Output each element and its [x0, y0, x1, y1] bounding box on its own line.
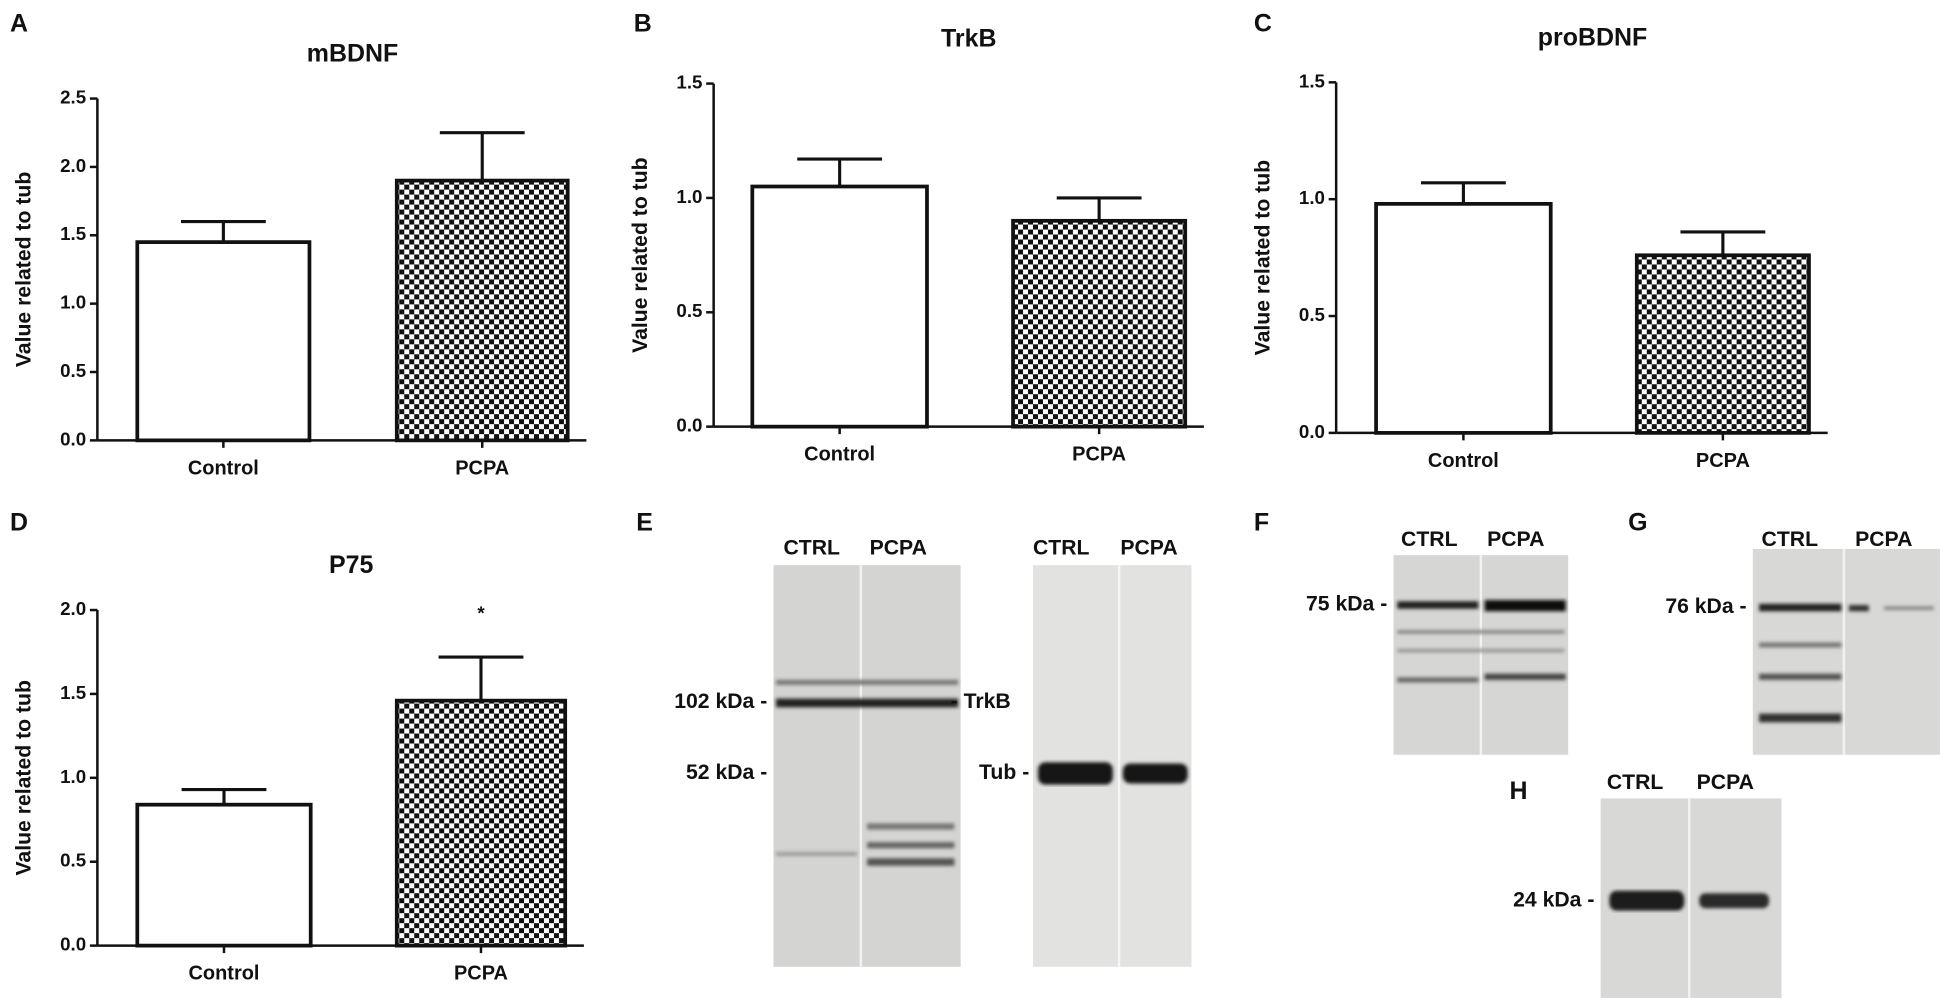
y-tick-label: 0.0 [60, 934, 86, 955]
x-tick-label: Control [188, 457, 259, 479]
marker-label: 75 kDa - [1306, 593, 1387, 616]
lane-label: CTRL [784, 536, 841, 559]
lane-label: CTRL [1401, 528, 1458, 551]
y-tick-label: 0.5 [60, 360, 86, 381]
lane-label: PCPA [1697, 771, 1754, 794]
y-tick-label: 0.0 [676, 415, 702, 436]
y-tick-label: 0.0 [1299, 421, 1325, 442]
bands [1609, 890, 1770, 911]
y-tick-label: 1.0 [60, 292, 86, 313]
panel-letter: F [1254, 509, 1269, 537]
lane-label: PCPA [1487, 528, 1544, 551]
marker-label: 52 kDa - [686, 761, 767, 784]
lane-label: CTRL [1607, 771, 1664, 794]
marker-label: Tub - [979, 761, 1029, 784]
x-tick-label: Control [189, 963, 260, 985]
y-tick-label: 1.0 [1299, 187, 1325, 208]
y-tick-label: 1.5 [676, 72, 702, 93]
y-tick-label: 1.5 [60, 223, 86, 244]
chart-title: proBDNF [1538, 23, 1647, 51]
lane-label: CTRL [1033, 536, 1090, 559]
y-tick-label: 0.5 [1299, 304, 1325, 325]
bar [750, 184, 929, 429]
bar [135, 240, 312, 443]
western-blots: E CTRL PCPA CTRL PCPA 102 kDa - 52 kDa -… [636, 509, 1940, 999]
bands [1397, 600, 1566, 683]
chart-title: mBDNF [307, 39, 398, 67]
lane-label: PCPA [870, 536, 927, 559]
y-tick-label: 1.5 [1299, 70, 1325, 91]
marker-label: 76 kDa - [1665, 595, 1746, 618]
lane-label: CTRL [1762, 528, 1819, 551]
marker-label: 24 kDa - [1513, 888, 1594, 911]
x-tick-label: Control [1428, 450, 1499, 472]
marker-label: - TrkB [951, 690, 1011, 713]
x-tick-label: PCPA [1696, 450, 1750, 472]
y-axis-label: Value related to tub [1251, 160, 1274, 355]
y-tick-label: 0.5 [676, 300, 702, 321]
bands [776, 679, 959, 866]
x-tick-label: PCPA [1072, 444, 1126, 466]
panel-letter: G [1628, 509, 1647, 537]
x-tick-label: PCPA [455, 457, 509, 479]
lane-label: PCPA [1855, 528, 1912, 551]
y-tick-label: 1.0 [60, 766, 86, 787]
lane-label: PCPA [1120, 536, 1177, 559]
annotation: * [477, 603, 485, 624]
bar [1011, 218, 1188, 429]
bar [394, 178, 570, 443]
panel-letter: B [634, 10, 652, 38]
bar-chart: D P75 Value related to tub 0.0 0.5 1.0 1.5 2.0 C… [10, 509, 584, 985]
y-axis-label: Value related to tub [629, 157, 652, 352]
panel-letter: A [10, 10, 28, 38]
panel-letter: H [1510, 777, 1528, 805]
bar-chart: B TrkB Value related to tub 0.0 0.5 1.0 1.5 Con… [629, 10, 1204, 466]
x-tick-label: Control [804, 444, 875, 466]
x-tick-label: PCPA [454, 963, 508, 985]
marker-label: 102 kDa - [674, 690, 767, 713]
y-tick-label: 2.0 [60, 598, 86, 619]
y-tick-label: 2.5 [60, 86, 86, 107]
y-tick-label: 0.0 [60, 428, 86, 449]
bar [394, 698, 568, 948]
y-tick-label: 0.5 [60, 850, 86, 871]
panel-letter: D [10, 509, 28, 537]
chart-title: TrkB [941, 25, 996, 53]
bar [1374, 201, 1553, 435]
panel-letter: E [636, 509, 653, 537]
y-axis-label: Value related to tub [13, 172, 36, 367]
bands [1759, 603, 1934, 723]
panel-letter: C [1254, 10, 1272, 38]
bar [135, 802, 313, 948]
bands [1037, 762, 1188, 785]
y-axis-label: Value related to tub [13, 680, 36, 875]
blot-membrane [1752, 548, 1940, 755]
y-tick-label: 1.0 [676, 186, 702, 207]
blot-membrane [773, 565, 961, 967]
y-tick-label: 2.0 [60, 155, 86, 176]
y-tick-label: 1.5 [60, 682, 86, 703]
bar [1634, 253, 1811, 435]
chart-title: P75 [329, 551, 374, 579]
